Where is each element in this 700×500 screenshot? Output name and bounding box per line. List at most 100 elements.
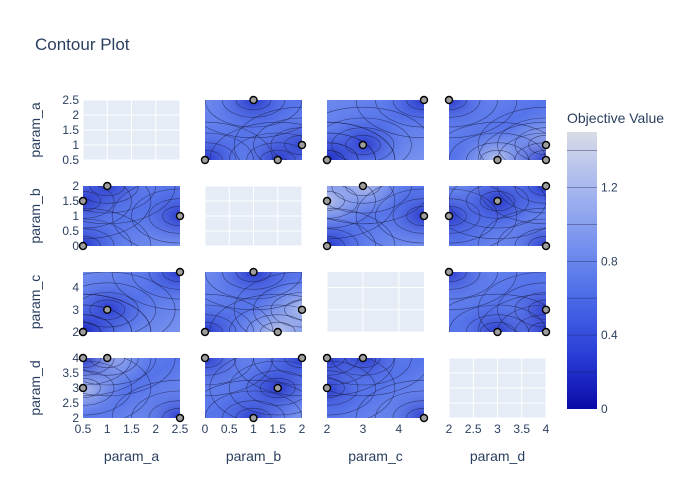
trial-point-4 bbox=[322, 353, 332, 363]
contour-line bbox=[222, 100, 285, 118]
contour-line bbox=[514, 186, 546, 204]
trial-point-4 bbox=[541, 327, 551, 337]
trial-point-4 bbox=[322, 155, 332, 165]
panel-param_b-vs-param_a bbox=[78, 181, 185, 251]
contour-line bbox=[205, 149, 223, 160]
contour-line bbox=[327, 358, 396, 397]
trial-point-1 bbox=[358, 353, 368, 363]
trial-point-1 bbox=[103, 353, 112, 363]
trial-point-4 bbox=[78, 241, 88, 251]
contour-line bbox=[466, 314, 529, 332]
contour-line bbox=[259, 149, 296, 160]
contour-line bbox=[367, 358, 396, 418]
contour-line bbox=[327, 149, 345, 160]
trial-point-4 bbox=[200, 155, 210, 165]
colorbar-tick-label: 0.4 bbox=[601, 328, 618, 342]
y-axis-label-param_a: param_a bbox=[27, 102, 43, 157]
y-tick-label: 1.5 bbox=[62, 194, 79, 208]
y-tick-label: 2.5 bbox=[62, 396, 79, 410]
panel-param_c-vs-param_b bbox=[200, 267, 307, 337]
contour-line bbox=[259, 321, 296, 332]
colorbar-title: Objective Value bbox=[567, 110, 664, 126]
trial-point-4 bbox=[541, 155, 551, 165]
contour-line bbox=[528, 235, 546, 246]
trial-point-1 bbox=[358, 140, 368, 150]
contour-line bbox=[327, 235, 345, 246]
x-tick-label: 2.5 bbox=[172, 422, 189, 436]
contour-line bbox=[449, 188, 498, 244]
contour-line bbox=[327, 358, 412, 386]
trial-point-1 bbox=[541, 140, 551, 150]
contour-line bbox=[449, 293, 546, 306]
contour-region bbox=[209, 272, 298, 305]
contour-region bbox=[136, 385, 180, 418]
contour-region bbox=[205, 127, 249, 160]
contour-line bbox=[83, 186, 132, 229]
y-tick-label: 4 bbox=[72, 351, 79, 365]
contour-line bbox=[228, 360, 302, 416]
contour-region bbox=[234, 358, 302, 418]
contour-line bbox=[284, 299, 302, 320]
contour-line bbox=[489, 186, 518, 246]
trial-point-1 bbox=[541, 181, 551, 191]
contour-line bbox=[477, 272, 546, 332]
y-tick-label: 1 bbox=[72, 138, 79, 152]
contour-line bbox=[449, 121, 546, 134]
trial-point-2 bbox=[444, 211, 454, 221]
contour-line bbox=[528, 299, 546, 320]
contour-region bbox=[83, 299, 127, 332]
trial-point-1 bbox=[297, 140, 307, 150]
contour-line bbox=[83, 370, 115, 406]
contour-line bbox=[514, 127, 546, 160]
panel-param_a-vs-param_b bbox=[200, 95, 307, 165]
contour-line bbox=[392, 400, 424, 418]
contour-line bbox=[205, 390, 302, 418]
contour-line bbox=[327, 186, 396, 240]
trial-point-1 bbox=[297, 305, 307, 314]
contour-line bbox=[477, 207, 546, 246]
colorbar-tick-label: 0.8 bbox=[601, 254, 618, 268]
contour-line bbox=[327, 377, 345, 399]
contour-line bbox=[83, 360, 132, 416]
x-tick-label: 0.5 bbox=[221, 422, 238, 436]
contour-line bbox=[528, 186, 546, 197]
contour-region bbox=[380, 385, 424, 418]
trial-point-4 bbox=[541, 241, 551, 251]
contour-line bbox=[284, 134, 302, 156]
contour-line bbox=[111, 186, 140, 246]
trial-point-4 bbox=[200, 327, 210, 337]
panel-param_a-vs-param_c bbox=[322, 95, 429, 165]
panel-param_a-vs-param_d bbox=[444, 95, 551, 165]
contour-line bbox=[83, 190, 101, 212]
contour-line bbox=[83, 358, 157, 386]
trial-point-1 bbox=[541, 305, 551, 314]
contour-line bbox=[222, 272, 285, 290]
contour-line bbox=[327, 121, 396, 160]
trial-point-3 bbox=[78, 383, 88, 393]
contour-region bbox=[502, 127, 546, 160]
contour-line bbox=[327, 186, 376, 229]
contour-line bbox=[83, 186, 115, 219]
y-tick-label: 0.5 bbox=[62, 224, 79, 238]
contour-line bbox=[233, 106, 302, 160]
contour-region bbox=[205, 299, 249, 332]
contour-line bbox=[83, 321, 101, 332]
contour-line bbox=[222, 400, 285, 418]
trial-point-4 bbox=[78, 327, 88, 337]
x-tick-label: 3 bbox=[494, 422, 501, 436]
contour-region bbox=[209, 100, 298, 133]
x-tick-label: 1.5 bbox=[269, 422, 286, 436]
contour-line bbox=[477, 106, 546, 160]
contour-line bbox=[83, 358, 115, 376]
colorbar: Objective Value 0 0.4 0.8 1.2 bbox=[567, 110, 664, 416]
contour-line bbox=[327, 374, 424, 397]
trial-point-1 bbox=[358, 181, 368, 191]
trial-point-3 bbox=[273, 383, 282, 393]
y-tick-label: 3.5 bbox=[62, 366, 79, 380]
contour-line bbox=[89, 186, 126, 197]
panel-param_c-vs-param_c bbox=[326, 272, 424, 333]
contour-line bbox=[83, 358, 176, 397]
contour-line bbox=[209, 358, 238, 418]
trial-point-2 bbox=[249, 267, 258, 277]
trial-point-1 bbox=[297, 353, 307, 363]
